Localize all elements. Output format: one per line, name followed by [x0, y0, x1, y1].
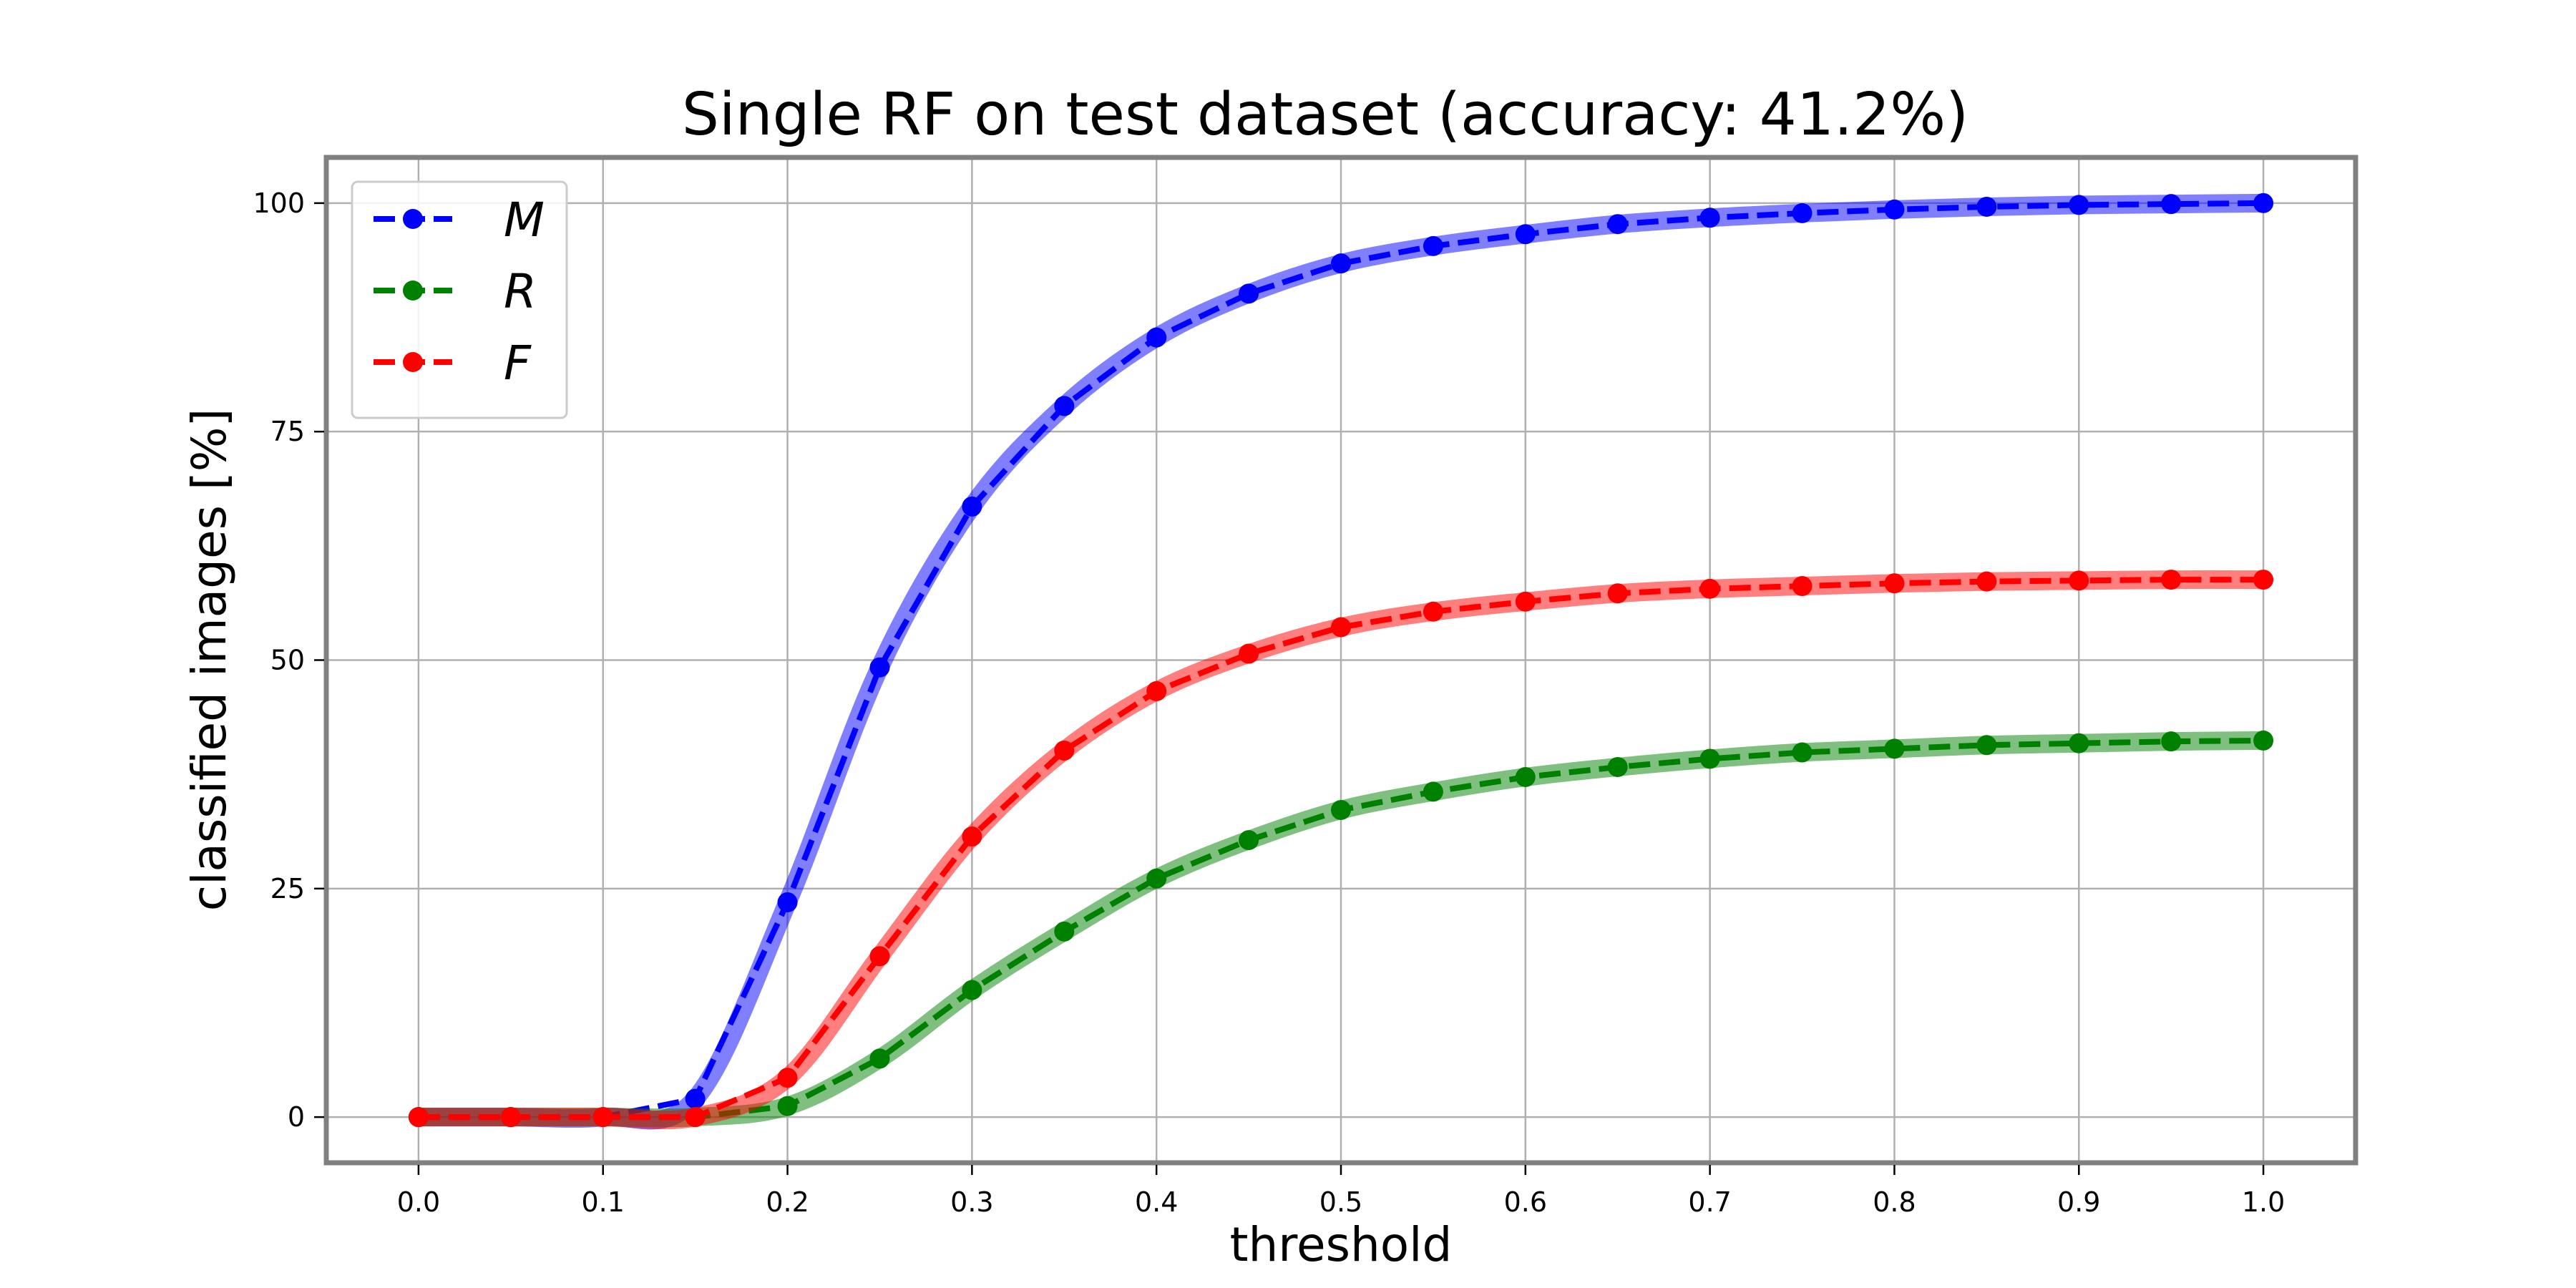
series-R-point: [1146, 868, 1167, 889]
series-M-point: [1976, 196, 1997, 217]
y-tick-label: 75: [270, 416, 305, 447]
series-M-point: [1515, 224, 1536, 245]
x-tick-label: 0.8: [1873, 1186, 1916, 1218]
series-F-point: [1884, 573, 1905, 594]
legend-label: F: [504, 336, 532, 391]
x-tick-label: 0.1: [582, 1186, 625, 1218]
grid: [326, 157, 2356, 1163]
series-R-point: [1054, 921, 1075, 942]
series-M-point: [2069, 195, 2089, 215]
series-M-point: [2161, 194, 2182, 215]
x-tick-label: 0.5: [1319, 1186, 1362, 1218]
x-tick-label: 0.0: [397, 1186, 440, 1218]
series-F: [408, 570, 2274, 1130]
series-F-point: [2161, 570, 2182, 590]
legend-label: R: [504, 264, 537, 319]
chart-title: Single RF on test dataset (accuracy: 41.…: [682, 81, 1968, 149]
series-M-point: [685, 1088, 706, 1109]
series-R-point: [2069, 733, 2089, 753]
y-axis-title: classified images [%]: [182, 409, 237, 911]
series-F-point: [869, 946, 890, 967]
legend: MRF: [351, 180, 568, 419]
series-R-point: [2161, 731, 2182, 752]
y-tick-label: 0: [288, 1101, 305, 1133]
series-F-point: [2069, 570, 2089, 591]
series-F-point: [1792, 576, 1813, 597]
series-layer: [408, 192, 2274, 1130]
plot-frame: [323, 155, 2358, 1166]
series-M-point: [2253, 192, 2274, 213]
series-F-point: [592, 1107, 613, 1128]
series-F-point: [1699, 578, 1720, 599]
y-tick-label: 50: [270, 645, 305, 676]
series-M-point: [1884, 199, 1905, 220]
series-F-point: [1331, 617, 1351, 638]
legend-item-R: R: [374, 264, 537, 319]
series-M-point: [1792, 203, 1813, 223]
series-R-point: [777, 1096, 798, 1116]
series-M-point: [1054, 396, 1075, 416]
x-tick-label: 0.7: [1688, 1186, 1731, 1218]
series-M-point: [777, 892, 798, 912]
series-R-point: [2253, 730, 2274, 751]
series-R-point: [1331, 799, 1351, 820]
series-F-point: [1607, 583, 1628, 604]
axis-ticks: 0.0 0.1 0.2 0.3 0.4 0.5 0.6 0.7 0.8 0.9 1.0 0 25 50 75…: [253, 187, 2285, 1218]
series-R-point: [869, 1048, 890, 1069]
legend-item-F: F: [374, 336, 532, 391]
legend-swatch-marker: [403, 352, 423, 372]
series-M-point: [1607, 214, 1628, 235]
x-tick-label: 0.4: [1135, 1186, 1178, 1218]
series-M-point: [1331, 253, 1351, 274]
series-F-point: [500, 1107, 521, 1128]
series-M-point: [1699, 208, 1720, 228]
series-R-point: [962, 980, 982, 1000]
legend-swatch-marker: [403, 209, 423, 229]
series-F-point: [1054, 740, 1075, 761]
series-F-point: [962, 826, 982, 847]
series-F-point: [777, 1068, 798, 1088]
x-tick-label: 1.0: [2242, 1186, 2285, 1218]
series-F-point: [685, 1107, 706, 1128]
series-F-point: [1423, 601, 1443, 622]
x-axis-title: threshold: [1230, 1217, 1453, 1272]
series-F-point: [1976, 571, 1997, 592]
series-F-point: [1515, 591, 1536, 612]
series-R-point: [1607, 756, 1628, 777]
series-R-point: [1792, 742, 1813, 763]
series-F-point: [2253, 570, 2274, 590]
series-R-point: [1976, 735, 1997, 756]
series-M-point: [869, 657, 890, 678]
series-R-point: [1699, 748, 1720, 769]
series-R-point: [1239, 830, 1259, 851]
series-F-point: [1146, 680, 1167, 701]
y-tick-label: 100: [253, 187, 305, 219]
series-R-point: [1515, 766, 1536, 787]
x-tick-label: 0.6: [1504, 1186, 1547, 1218]
x-tick-label: 0.9: [2057, 1186, 2100, 1218]
legend-item-M: M: [374, 192, 545, 248]
y-tick-label: 25: [270, 873, 305, 904]
series-F-point: [1239, 643, 1259, 664]
series-M-point: [1239, 283, 1259, 304]
series-R-point: [1423, 781, 1443, 802]
x-tick-label: 0.2: [766, 1186, 809, 1218]
series-F-point: [408, 1107, 429, 1128]
series-R-point: [1884, 738, 1905, 759]
legend-swatch-marker: [403, 280, 423, 301]
series-M-point: [1146, 327, 1167, 348]
legend-label: M: [504, 192, 545, 248]
x-tick-label: 0.3: [950, 1186, 993, 1218]
series-M-point: [962, 496, 982, 517]
series-M-point: [1423, 235, 1443, 256]
